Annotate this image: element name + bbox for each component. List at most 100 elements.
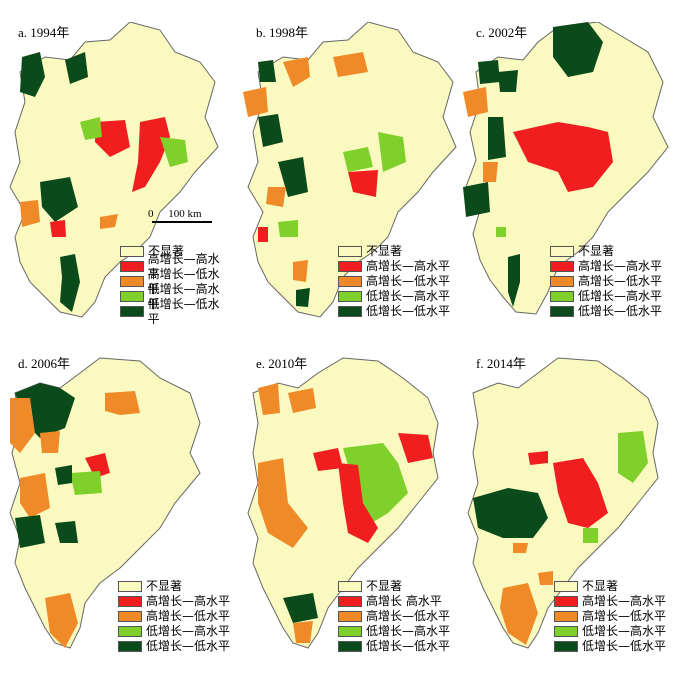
region-low-low [15, 515, 45, 548]
legend-swatch [120, 291, 144, 302]
region-low-low [553, 22, 603, 77]
legend-item: 低增长—低水平 [550, 304, 662, 319]
legend-label: 高增长—低水平 [366, 609, 451, 623]
region-map [9, 357, 201, 649]
region-base [9, 22, 219, 318]
legend-swatch [550, 276, 574, 287]
legend-swatch [338, 611, 362, 622]
legend-item: 低增长—高水平 [550, 289, 662, 304]
region-high-low [10, 398, 35, 453]
region-high-low [500, 583, 538, 645]
legend-item: 低增长—低水平 [118, 639, 230, 654]
region-low-low [55, 521, 78, 543]
legend-swatch [118, 581, 142, 592]
region-low-low [20, 52, 45, 97]
legend-item: 高增长—高水平 [118, 594, 230, 609]
legend-item: 不显著 [338, 579, 450, 594]
region-low-high [496, 227, 506, 237]
map-panel-d: d. 2006年 不显著 高增长—高水平 高增长—低水平 低增长—高水平 低增长… [0, 353, 230, 683]
legend-label: 低增长—高水平 [582, 624, 667, 638]
legend-item: 高增长—低水平 [120, 267, 230, 296]
legend-item: 不显著 [118, 579, 230, 594]
region-high-low [333, 52, 368, 77]
map-panel-f: f. 2014年 不显著 高增长—高水平 高增长—低水平 低增长—高水平 低增长… [458, 353, 688, 683]
legend-item: 低增长—高水平 [120, 282, 230, 311]
legend-item: 低增长—高水平 [338, 289, 450, 304]
legend-swatch [338, 641, 362, 652]
region-low-high [70, 471, 102, 495]
legend-label: 高增长—高水平 [578, 259, 663, 273]
legend-label: 高增长—高水平 [582, 594, 667, 608]
legend-label: 不显著 [366, 579, 403, 593]
region-low-high [618, 431, 648, 483]
region-high-low [483, 162, 498, 182]
region-map [467, 357, 659, 649]
legend: 不显著 高增长—高水平 高增长—低水平 低增长—高水平 低增长—低水平 [120, 244, 230, 326]
legend-label: 低增长—低水平 [366, 304, 451, 318]
legend: 不显著 高增长—高水平 高增长—低水平 低增长—高水平 低增长—低水平 [338, 244, 450, 319]
legend-swatch [554, 596, 578, 607]
legend-swatch [338, 246, 362, 257]
region-high-high [85, 453, 110, 478]
legend-item: 高增长—低水平 [118, 609, 230, 624]
region-high-low [258, 458, 308, 548]
legend-swatch [338, 306, 362, 317]
legend-item: 低增长—低水平 [554, 639, 666, 654]
region-map [247, 357, 439, 649]
region-low-high [278, 220, 298, 237]
legend-swatch [120, 276, 144, 287]
legend-label: 低增长—低水平 [146, 639, 231, 653]
region-high-high [348, 170, 378, 197]
region-low-low [508, 254, 520, 307]
panel-title: a. 1994年 [18, 25, 70, 40]
region-low-low [258, 114, 283, 147]
legend-label: 低增长—高水平 [147, 281, 220, 311]
legend-label: 低增长—高水平 [146, 624, 231, 638]
legend-swatch [338, 626, 362, 637]
region-high-high [313, 448, 343, 471]
region-high-low [258, 383, 280, 415]
legend-label: 不显著 [366, 244, 403, 258]
legend-item: 低增长—低水平 [338, 639, 450, 654]
legend-label: 高增长—低水平 [146, 609, 231, 623]
legend-label: 低增长—低水平 [578, 304, 663, 318]
region-high-high [338, 463, 378, 543]
legend-label: 低增长—低水平 [366, 639, 451, 653]
panel-title: f. 2014年 [476, 356, 526, 371]
legend-item: 高增长—低水平 [550, 274, 662, 289]
legend-item: 高增长—低水平 [554, 609, 666, 624]
region-high-high [513, 122, 613, 192]
region-low-low [65, 52, 88, 84]
legend-label: 低增长—高水平 [578, 289, 663, 303]
region-high-high [50, 220, 66, 237]
region-high-high [258, 227, 268, 242]
legend-label: 不显著 [146, 579, 183, 593]
legend-swatch [554, 641, 578, 652]
legend-swatch [550, 306, 574, 317]
region-low-low [258, 60, 276, 82]
legend: 不显著 高增长—高水平 高增长—低水平 低增长—高水平 低增长—低水平 [550, 244, 662, 319]
legend-swatch [338, 581, 362, 592]
legend-swatch [550, 261, 574, 272]
panel-title: d. 2006年 [18, 356, 71, 371]
map-panel-c: c. 2002年 不显著 高增长—高水平 高增长—低水平 低增长—高水平 低增长… [458, 22, 688, 352]
legend-swatch [120, 261, 144, 272]
legend-label: 高增长—低水平 [578, 274, 663, 288]
region-low-low [283, 593, 318, 623]
region-map [463, 22, 669, 315]
legend-swatch [550, 246, 574, 257]
region-high-high [398, 433, 433, 463]
map-panel-b: b. 1998年 不显著 高增长—高水平 高增长—低水平 低增长—高水平 低增长… [238, 22, 468, 352]
legend-swatch [118, 641, 142, 652]
legend-item: 不显著 [338, 244, 450, 259]
region-high-high [95, 120, 130, 157]
legend-label: 低增长—低水平 [147, 296, 220, 326]
legend-swatch [120, 306, 144, 317]
panel-title: b. 1998年 [256, 25, 309, 40]
region-high-low [293, 260, 308, 282]
legend-item: 高增长 高水平 [338, 594, 450, 609]
region-high-low [40, 431, 60, 453]
legend-label: 高增长 高水平 [366, 594, 442, 608]
region-low-low [296, 288, 310, 307]
region-low-high [343, 147, 373, 172]
